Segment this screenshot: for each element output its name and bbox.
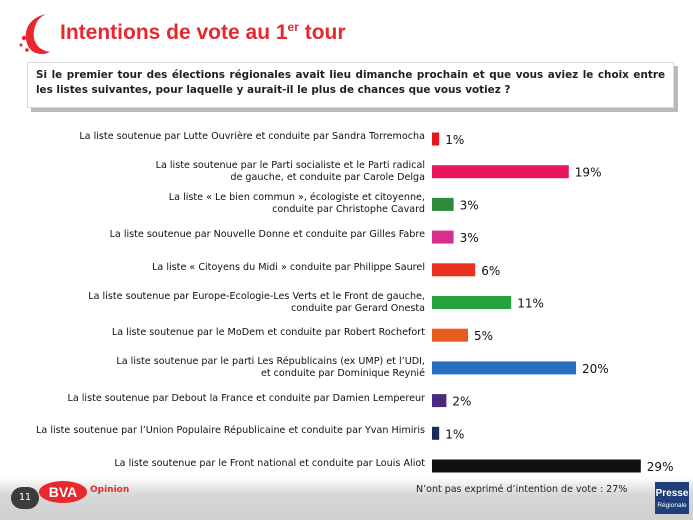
category-label-1: La liste soutenue par Lutte Ouvrière et … bbox=[5, 131, 425, 143]
category-label-line: La liste soutenue par le Front national … bbox=[114, 458, 425, 469]
category-label-line: La liste « Citoyens du Midi » conduite p… bbox=[152, 261, 425, 273]
category-label-7: La liste soutenue par le MoDem et condui… bbox=[5, 327, 425, 339]
data-label-7: 5% bbox=[474, 329, 493, 343]
svg-text:Presse: Presse bbox=[656, 488, 689, 499]
data-label-3: 3% bbox=[460, 198, 479, 212]
category-label-3: La liste « Le bien commun », écologiste … bbox=[5, 192, 425, 216]
data-label-11: 29% bbox=[647, 460, 674, 474]
non-expressed-note: N’ont pas exprimé d’intention de vote : … bbox=[416, 484, 628, 495]
category-label-8: La liste soutenue par le parti Les Répub… bbox=[5, 356, 425, 380]
category-label-line: La liste soutenue par le parti Les Répub… bbox=[116, 355, 425, 367]
category-label-line: conduite par Gerard Onesta bbox=[291, 302, 425, 314]
category-label-line: et conduite par Dominique Reynié bbox=[260, 367, 425, 379]
category-label-5: La liste « Citoyens du Midi » conduite p… bbox=[5, 262, 425, 274]
data-label-8: 20% bbox=[582, 362, 609, 376]
svg-text:Régionale: Régionale bbox=[657, 502, 687, 509]
data-label-9: 2% bbox=[452, 395, 471, 409]
presse-regionale-logo: Presse Régionale bbox=[655, 482, 689, 514]
bar-7 bbox=[432, 328, 468, 342]
data-label-5: 6% bbox=[481, 264, 500, 278]
bar-10 bbox=[432, 426, 440, 440]
data-label-10: 1% bbox=[445, 427, 464, 441]
data-label-4: 3% bbox=[460, 231, 479, 245]
page-title: Intentions de vote au 1er tour bbox=[60, 20, 346, 44]
category-label-line: La liste soutenue par le MoDem et condui… bbox=[111, 327, 425, 339]
page-number: 11 bbox=[11, 487, 39, 509]
bar-3 bbox=[432, 197, 454, 211]
bar-2 bbox=[432, 165, 569, 179]
category-label-line: La liste soutenue par Nouvelle Donne et … bbox=[109, 229, 425, 241]
category-label-line: La liste soutenue par Europe-Ecologie-Le… bbox=[88, 290, 425, 302]
bar-6 bbox=[432, 296, 512, 309]
bar-4 bbox=[432, 230, 454, 244]
category-label-line: de gauche, et conduite par Carole Delga bbox=[230, 171, 425, 183]
category-label-11: La liste soutenue par le Front national … bbox=[5, 458, 425, 470]
survey-question: Si le premier tour des élections régiona… bbox=[27, 62, 674, 108]
data-label-1: 1% bbox=[445, 133, 464, 147]
bar-5 bbox=[432, 263, 476, 277]
category-label-line: La liste soutenue par l’Union Populaire … bbox=[36, 425, 425, 437]
bar-9 bbox=[432, 394, 447, 408]
bva-logo: BVA bbox=[39, 481, 87, 503]
bar-1 bbox=[432, 132, 440, 146]
brand-opinion-label: Opinion bbox=[90, 485, 130, 495]
category-label-9: La liste soutenue par Debout la France e… bbox=[5, 393, 425, 405]
footer-bar bbox=[0, 477, 693, 520]
svg-text:BVA: BVA bbox=[49, 484, 78, 500]
bva-swoosh-logo bbox=[19, 14, 50, 54]
data-label-6: 11% bbox=[517, 297, 544, 311]
category-label-line: La liste soutenue par le Parti socialist… bbox=[155, 159, 425, 171]
category-label-line: La liste soutenue par Lutte Ouvrière et … bbox=[79, 131, 425, 142]
category-label-line: La liste soutenue par Debout la France e… bbox=[67, 392, 425, 404]
category-label-10: La liste soutenue par l’Union Populaire … bbox=[5, 425, 425, 437]
category-label-6: La liste soutenue par Europe-Ecologie-Le… bbox=[5, 291, 425, 315]
category-label-line: La liste « Le bien commun », écologiste … bbox=[168, 192, 425, 204]
category-label-line: conduite par Christophe Cavard bbox=[272, 204, 425, 216]
bar-8 bbox=[432, 361, 576, 375]
data-label-2: 19% bbox=[575, 166, 602, 180]
bar-11 bbox=[432, 459, 641, 473]
category-label-2: La liste soutenue par le Parti socialist… bbox=[5, 160, 425, 184]
category-label-4: La liste soutenue par Nouvelle Donne et … bbox=[5, 229, 425, 241]
